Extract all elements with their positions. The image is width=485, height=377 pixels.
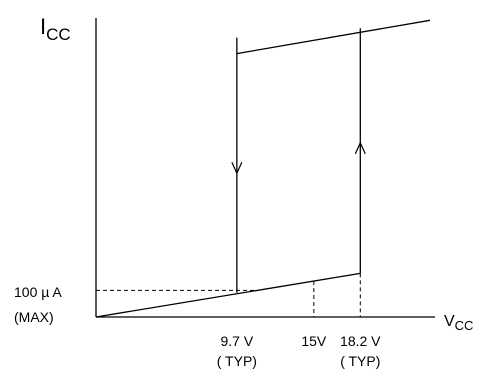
x-tick-label-0: 9.7 V (221, 333, 254, 349)
x-axis-label-main: V (444, 313, 455, 330)
x-axis-label-sub: CC (455, 318, 474, 333)
x-tick-label-2: 18.2 V (340, 333, 381, 349)
y-reference-label-line2: (MAX) (14, 309, 54, 325)
y-axis-label-sub: CC (46, 25, 71, 44)
transition-arrow-0 (354, 141, 366, 155)
chart-marks: 9.7 V ( TYP) 15V 18.2 V ( TYP) (95, 19, 431, 369)
series-line-1 (236, 19, 431, 55)
x-tick-label-1: 15V (301, 333, 327, 349)
y-axis-label: ICC (40, 14, 71, 44)
x-tick-sublabel-0: ( TYP) (217, 353, 257, 369)
axes (95, 18, 435, 318)
y-reference-label-line1: 100 µ A (14, 284, 62, 300)
transition-arrow-1 (231, 161, 243, 175)
series-line-0 (95, 272, 361, 318)
x-axis-label: VCC (444, 313, 473, 333)
y-axis-label-main: I (40, 14, 46, 39)
x-tick-sublabel-2: ( TYP) (340, 353, 380, 369)
